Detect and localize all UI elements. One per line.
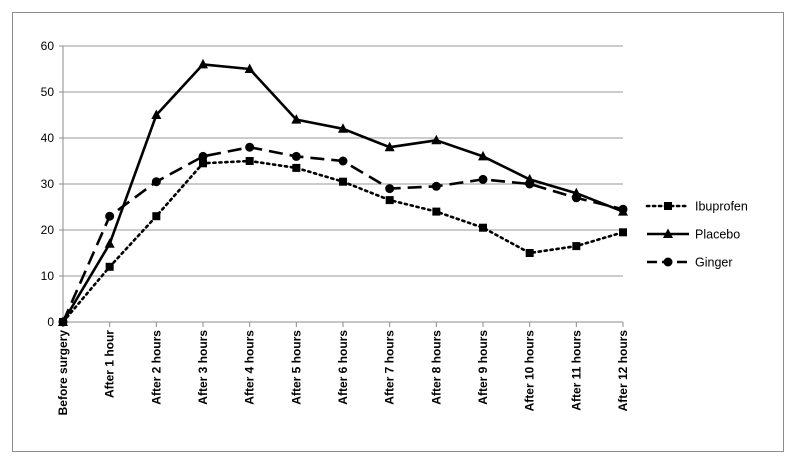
- data-point-ibuprofen: [152, 212, 161, 221]
- data-point-ginger: [618, 204, 628, 214]
- data-point-ginger: [338, 156, 348, 166]
- x-tick-label: After 5 hours: [289, 330, 303, 405]
- data-point-ibuprofen: [432, 207, 441, 216]
- data-point-ginger: [525, 179, 535, 189]
- y-axis-ticks: 0 10 20 30 40 50 60: [41, 39, 63, 329]
- x-tick-label: After 11 hours: [569, 330, 583, 411]
- x-tick-label: After 3 hours: [196, 330, 210, 405]
- data-point-placebo: [384, 141, 395, 152]
- legend-label-ginger: Ginger: [695, 256, 733, 270]
- data-point-placebo: [244, 63, 255, 73]
- legend-marker-ginger: [663, 257, 673, 267]
- y-tick-label: 50: [41, 85, 55, 99]
- data-point-ibuprofen: [105, 262, 114, 271]
- x-tick-label: After 7 hours: [383, 330, 397, 405]
- data-point-placebo: [338, 123, 348, 133]
- x-tick-label: After 9 hours: [476, 330, 490, 405]
- data-point-ginger: [291, 151, 301, 161]
- data-point-placebo: [431, 134, 442, 145]
- data-point-placebo: [151, 109, 162, 119]
- data-point-ibuprofen: [292, 163, 301, 172]
- x-tick-label: After 2 hours: [149, 330, 163, 405]
- data-point-ginger: [478, 174, 488, 184]
- data-point-placebo: [104, 238, 115, 248]
- legend-item-ginger: Ginger: [647, 256, 733, 270]
- x-axis-ticks: Before surgery After 1 hour After 2 hours A…: [56, 322, 630, 415]
- data-point-ibuprofen: [619, 228, 627, 237]
- y-tick-label: 30: [41, 177, 55, 191]
- y-tick-label: 60: [41, 39, 55, 53]
- data-point-ibuprofen: [339, 177, 347, 186]
- legend-label-ibuprofen: Ibuprofen: [695, 200, 748, 214]
- x-tick-label: After 1 hour: [103, 330, 117, 398]
- y-tick-label: 20: [41, 223, 55, 237]
- legend-label-placebo: Placebo: [695, 228, 740, 242]
- data-point-placebo: [478, 150, 488, 161]
- data-point-ginger: [105, 211, 115, 221]
- data-point-ibuprofen: [245, 157, 254, 165]
- data-point-ginger: [58, 317, 68, 327]
- legend-item-placebo: Placebo: [647, 228, 740, 242]
- data-point-ibuprofen: [199, 159, 207, 168]
- series-line-placebo: [61, 63, 624, 323]
- series-ginger: [58, 142, 628, 327]
- legend-marker-placebo: [663, 228, 673, 238]
- legend-item-ibuprofen: Ibuprofen: [645, 200, 748, 214]
- data-point-ibuprofen: [479, 223, 487, 232]
- x-tick-label: After 10 hours: [523, 330, 537, 412]
- legend: Ibuprofen Placebo Ginger: [645, 200, 748, 270]
- y-tick-label: 40: [41, 131, 55, 145]
- data-point-ginger: [151, 177, 161, 187]
- x-tick-label: After 4 hours: [243, 330, 257, 405]
- x-tick-label: Before surgery: [56, 330, 70, 416]
- data-point-ibuprofen: [572, 242, 581, 251]
- data-point-ginger: [571, 193, 581, 203]
- legend-marker-ibuprofen: [664, 202, 672, 210]
- line-chart: 0 10 20 30 40 50 60 Before surgery After 1 hour…: [41, 39, 748, 415]
- data-point-ginger: [385, 184, 395, 194]
- series-group: [58, 58, 628, 327]
- y-tick-label: 10: [41, 269, 55, 283]
- data-point-ibuprofen: [385, 196, 394, 205]
- data-point-ginger: [198, 151, 208, 161]
- x-tick-label: After 6 hours: [336, 330, 350, 405]
- chart-frame: 0 10 20 30 40 50 60 Before surgery After 1 hour…: [12, 12, 784, 452]
- data-point-placebo: [198, 58, 208, 69]
- data-point-placebo: [291, 114, 302, 124]
- series-ibuprofen: [59, 157, 627, 326]
- y-tick-label: 0: [47, 315, 54, 329]
- data-point-ginger: [245, 142, 255, 152]
- x-tick-label: After 12 hours: [616, 330, 630, 412]
- data-point-ginger: [431, 181, 441, 191]
- series-line-ginger: [61, 145, 624, 323]
- x-tick-label: After 8 hours: [429, 330, 443, 405]
- data-point-ibuprofen: [525, 249, 534, 257]
